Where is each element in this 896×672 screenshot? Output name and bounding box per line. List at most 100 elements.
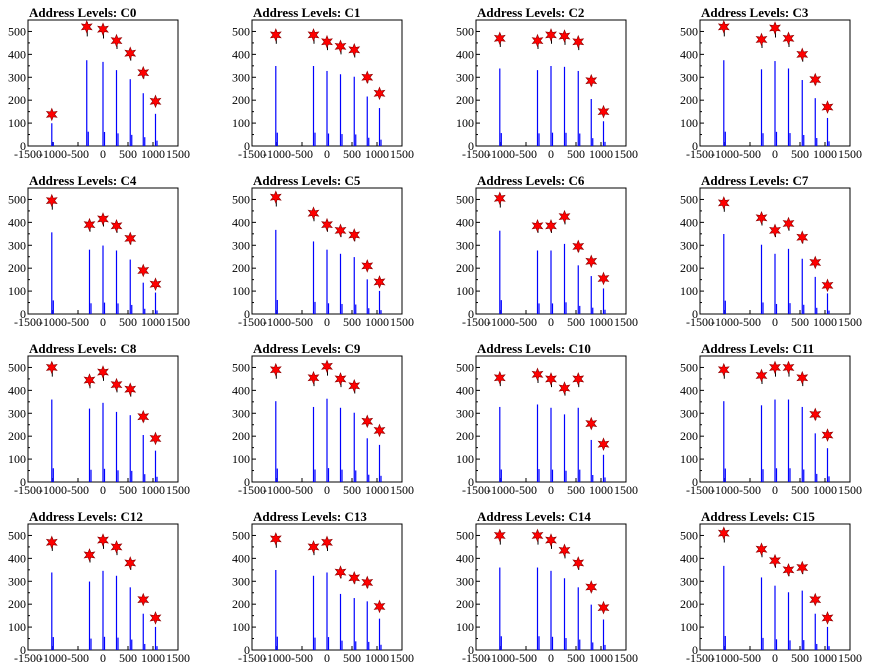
x-tick-label: -1000 <box>487 147 515 161</box>
x-tick-label: -1000 <box>263 315 291 329</box>
level-star-marker <box>782 31 795 46</box>
chart-title: Address Levels: C3 <box>701 5 809 20</box>
level-star-marker <box>769 21 781 35</box>
level-star-marker <box>821 428 834 442</box>
level-star-marker <box>572 239 585 254</box>
level-star-marker <box>531 218 544 233</box>
x-tick-label: 500 <box>343 483 361 497</box>
x-tick-label: 1500 <box>166 315 190 329</box>
level-star-marker <box>572 556 585 570</box>
x-tick-label: 500 <box>119 147 137 161</box>
chart-title: Address Levels: C2 <box>477 5 584 20</box>
x-tick-label: 1500 <box>390 651 414 665</box>
x-tick-label: 0 <box>324 315 330 329</box>
x-tick-label: -500 <box>291 315 313 329</box>
y-tick-label: 100 <box>680 620 698 634</box>
x-tick-label: 0 <box>324 483 330 497</box>
level-star-marker <box>558 543 571 558</box>
y-tick-label: 500 <box>680 528 698 542</box>
x-tick-label: 500 <box>567 147 585 161</box>
level-star-marker <box>149 277 162 292</box>
y-tick-label: 300 <box>456 574 474 588</box>
y-tick-label: 500 <box>232 24 250 38</box>
x-tick-label: -500 <box>739 315 761 329</box>
chart-title: Address Levels: C4 <box>29 173 137 188</box>
level-star-marker <box>809 255 822 270</box>
y-tick-label: 0 <box>20 307 26 321</box>
chart-panel: Address Levels: C10 0 100 200 300 400 500 -1500… <box>456 341 638 497</box>
level-star-marker <box>585 580 598 594</box>
level-star-marker <box>769 223 781 238</box>
x-tick-label: 1500 <box>390 315 414 329</box>
x-tick-label: 1000 <box>141 315 165 329</box>
chart-panel: Address Levels: C13 0 100 200 300 400 500 -1500… <box>232 509 414 665</box>
y-tick-label: 200 <box>232 261 250 275</box>
level-star-marker <box>717 526 730 540</box>
x-tick-label: -500 <box>67 315 89 329</box>
x-tick-label: 1500 <box>614 651 638 665</box>
level-star-marker <box>334 223 347 238</box>
level-star-marker <box>493 528 506 543</box>
y-tick-label: 200 <box>232 597 250 611</box>
y-tick-label: 400 <box>680 383 698 397</box>
level-star-marker <box>531 528 544 543</box>
y-tick-label: 100 <box>680 284 698 298</box>
y-tick-label: 500 <box>680 192 698 206</box>
y-tick-label: 500 <box>456 528 474 542</box>
y-tick-label: 0 <box>20 643 26 657</box>
level-star-marker <box>769 553 781 568</box>
x-tick-label: 1500 <box>614 315 638 329</box>
level-star-marker <box>137 592 150 607</box>
y-tick-label: 400 <box>8 383 26 397</box>
x-tick-label: -500 <box>739 483 761 497</box>
y-tick-label: 100 <box>8 116 26 130</box>
level-star-marker <box>149 611 162 625</box>
chart-title: Address Levels: C12 <box>29 509 143 524</box>
level-star-marker <box>545 218 557 233</box>
chart-title: Address Levels: C9 <box>253 341 361 356</box>
level-star-marker <box>110 218 123 233</box>
y-tick-label: 0 <box>692 475 698 489</box>
level-star-marker <box>809 72 822 87</box>
level-star-marker <box>809 592 822 607</box>
chart-title: Address Levels: C10 <box>477 341 591 356</box>
level-star-marker <box>373 599 386 614</box>
y-tick-label: 400 <box>232 551 250 565</box>
y-tick-label: 500 <box>456 360 474 374</box>
level-star-marker <box>307 370 320 385</box>
y-tick-label: 500 <box>232 360 250 374</box>
level-star-marker <box>755 368 768 383</box>
level-star-marker <box>769 360 781 375</box>
y-tick-label: 200 <box>8 93 26 107</box>
chart-panel: Address Levels: C80100200300400500-1500-… <box>8 341 190 497</box>
level-star-marker <box>585 254 598 269</box>
level-star-marker <box>269 362 282 377</box>
x-tick-label: 500 <box>791 483 809 497</box>
x-tick-label: 1500 <box>390 483 414 497</box>
chart-title: Address Levels: C1 <box>253 5 360 20</box>
level-star-marker <box>269 190 282 204</box>
level-star-marker <box>80 20 93 34</box>
level-star-marker <box>717 196 730 210</box>
x-tick-label: 500 <box>119 315 137 329</box>
y-tick-label: 200 <box>680 93 698 107</box>
level-star-marker <box>45 360 58 375</box>
chart-panel: Address Levels: C15 0 100 200 300 400 500 -1500… <box>680 509 862 665</box>
x-tick-label: 1500 <box>614 147 638 161</box>
x-tick-label: -500 <box>291 147 313 161</box>
x-tick-label: 1000 <box>589 483 613 497</box>
y-tick-label: 0 <box>244 643 250 657</box>
level-star-marker <box>361 70 374 85</box>
chart-title: Address Levels: C7 <box>701 173 809 188</box>
chart-panel: Address Levels: C90100200300400500-1500-… <box>232 341 414 497</box>
y-tick-label: 0 <box>244 475 250 489</box>
x-tick-label: 500 <box>791 315 809 329</box>
x-tick-label: -1500 <box>686 315 714 329</box>
y-tick-label: 400 <box>232 47 250 61</box>
chart-panel: Address Levels: C14 0 100 200 300 400 500 -1500… <box>456 509 638 665</box>
x-tick-label: -1500 <box>14 651 42 665</box>
x-tick-label: 0 <box>772 651 778 665</box>
x-tick-label: 1500 <box>838 147 862 161</box>
level-star-marker <box>755 32 768 47</box>
